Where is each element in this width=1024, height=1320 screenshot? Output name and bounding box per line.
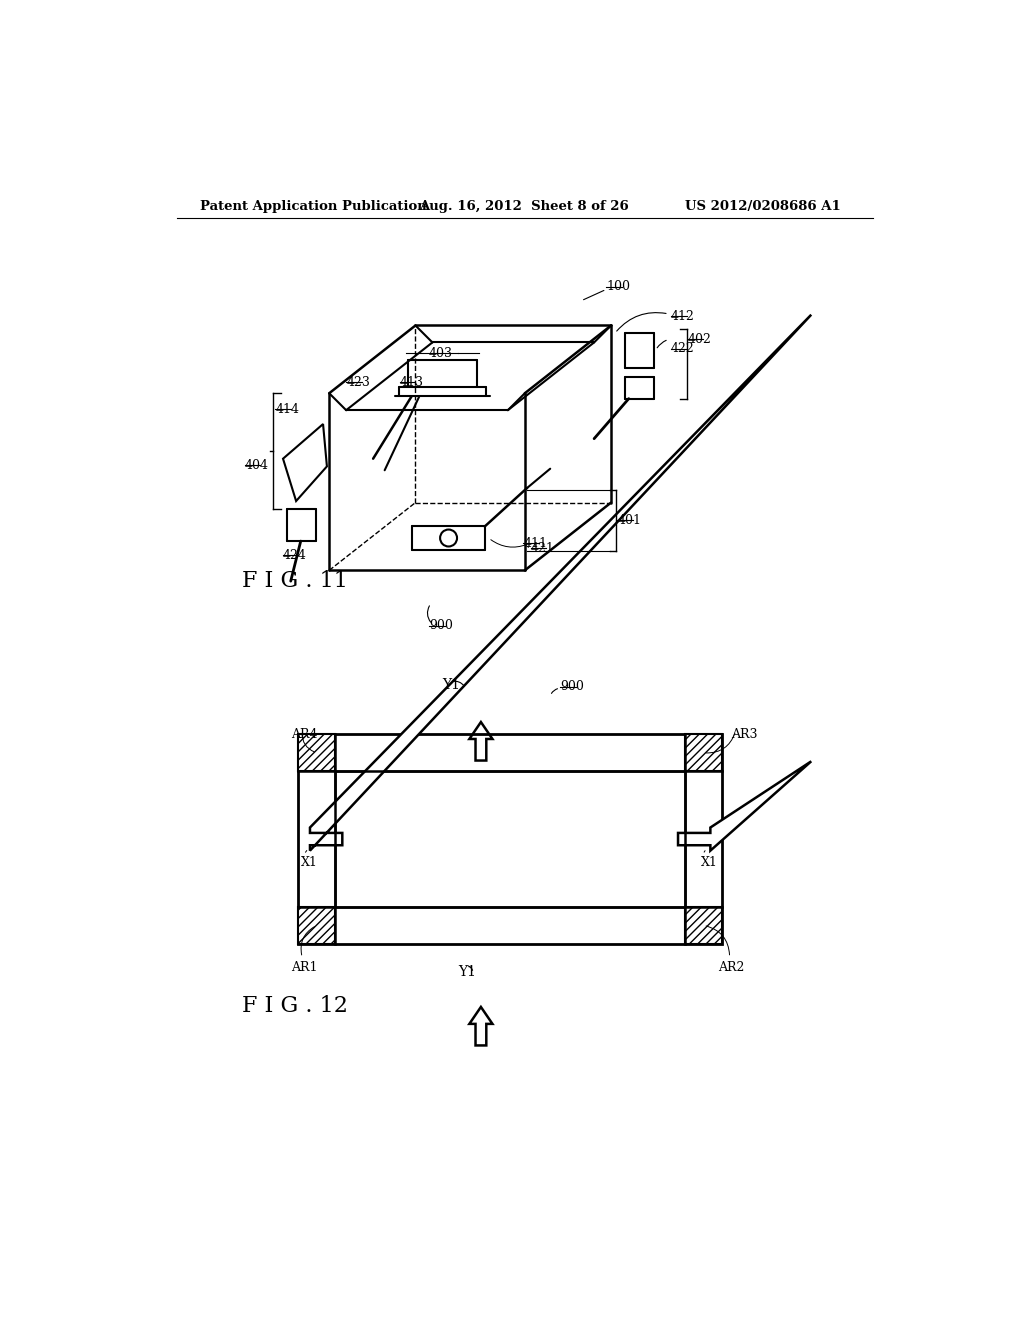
Text: Y1: Y1	[458, 965, 476, 979]
Text: Y1: Y1	[442, 678, 461, 692]
Polygon shape	[469, 1007, 493, 1045]
Text: 403: 403	[429, 347, 453, 360]
Text: X1: X1	[701, 857, 718, 869]
Bar	[685, 734, 722, 771]
Bar	[298, 734, 336, 771]
Text: AR3: AR3	[731, 729, 758, 742]
Bar	[685, 907, 722, 944]
Text: X1: X1	[301, 857, 317, 869]
Bar	[298, 907, 336, 944]
Polygon shape	[310, 314, 811, 850]
Text: F I G . 12: F I G . 12	[243, 994, 348, 1016]
Text: 412: 412	[671, 310, 695, 323]
Text: Aug. 16, 2012  Sheet 8 of 26: Aug. 16, 2012 Sheet 8 of 26	[419, 199, 629, 213]
Text: AR4: AR4	[291, 729, 317, 742]
Text: 401: 401	[617, 515, 641, 527]
Text: 411: 411	[523, 537, 547, 550]
Bar	[336, 771, 685, 907]
Text: 402: 402	[688, 333, 712, 346]
Text: 100: 100	[606, 280, 631, 293]
Text: 900: 900	[429, 619, 454, 632]
Polygon shape	[678, 762, 811, 850]
Text: 422: 422	[671, 342, 695, 355]
Text: Patent Application Publication: Patent Application Publication	[200, 199, 427, 213]
Text: US 2012/0208686 A1: US 2012/0208686 A1	[685, 199, 841, 213]
Text: AR1: AR1	[291, 961, 317, 974]
Text: 900: 900	[560, 681, 584, 693]
Text: 404: 404	[245, 459, 268, 471]
Text: 421: 421	[531, 543, 555, 554]
Bar	[298, 734, 722, 944]
Text: AR2: AR2	[718, 961, 744, 974]
Text: 413: 413	[400, 376, 424, 388]
Text: 423: 423	[346, 376, 370, 388]
Text: 424: 424	[283, 549, 307, 562]
Text: 414: 414	[275, 404, 299, 416]
Polygon shape	[469, 722, 493, 760]
Text: F I G . 11: F I G . 11	[243, 570, 348, 593]
